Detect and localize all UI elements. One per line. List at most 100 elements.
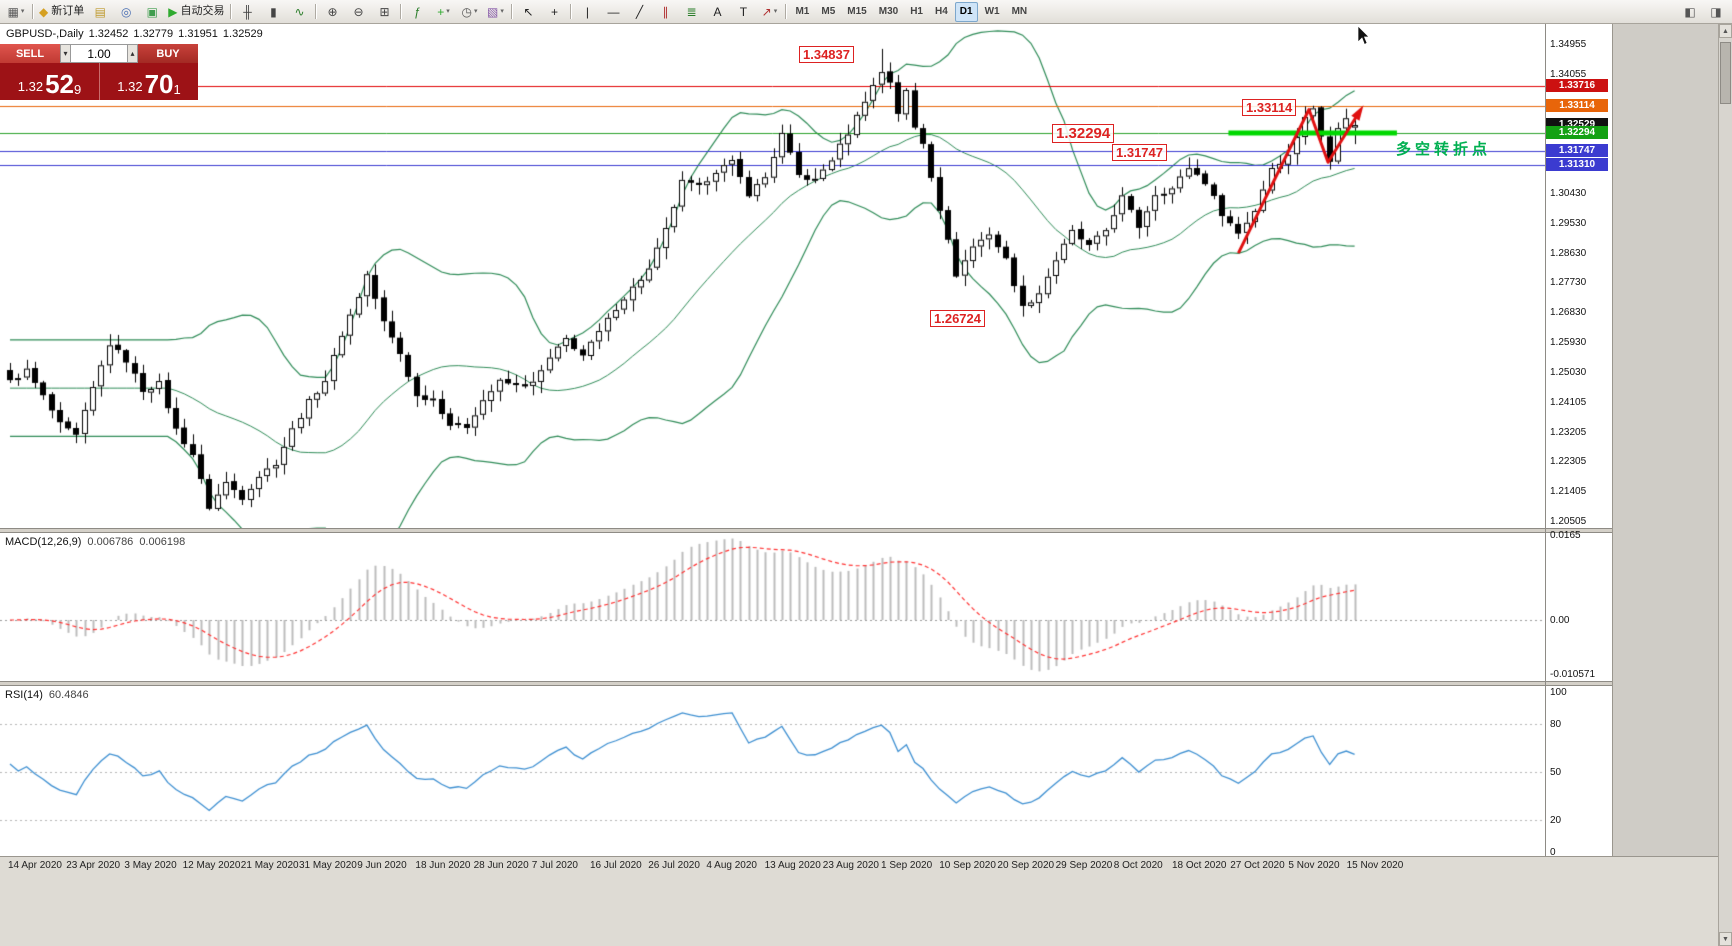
time-axis-label: 18 Oct 2020 (1172, 860, 1227, 871)
rsi-axis-label: 80 (1550, 719, 1562, 730)
templates-button[interactable]: ▧ ▾ (482, 1, 508, 23)
price-annotation[interactable]: 1.32294 (1052, 124, 1115, 143)
scrollbar-thumb[interactable] (1720, 42, 1731, 104)
time-axis-label: 18 Jun 2020 (415, 860, 471, 871)
price-axis-label: 1.34955 (1550, 39, 1587, 50)
indicators-list-button[interactable]: ƒ (404, 1, 430, 23)
time-axis-label: 26 Jul 2020 (648, 860, 700, 871)
timeframe-m5-button[interactable]: M5 (821, 6, 836, 17)
autotrading-button[interactable]: ▶ 自动交易 (165, 1, 227, 23)
price-annotation[interactable]: 1.26724 (930, 310, 985, 327)
volume-increase-button[interactable]: ▴ (127, 44, 138, 63)
macd-main-value: 0.006786 (87, 536, 134, 548)
add-indicator-button[interactable]: + ▾ (430, 1, 456, 23)
timeframe-h1-button[interactable]: H1 (910, 6, 923, 17)
crosshair-button[interactable]: + (541, 1, 567, 23)
chevron-down-icon: ▾ (773, 8, 778, 15)
bull-bear-turning-point-note[interactable]: 多空转折点 (1396, 141, 1492, 158)
sell-price-point: 9 (74, 82, 82, 97)
crosshair-icon: + (550, 4, 558, 19)
timeframe-w1-button[interactable]: W1 (984, 6, 1000, 17)
time-axis-label: 8 Oct 2020 (1113, 860, 1163, 871)
macd-canvas[interactable] (0, 533, 1545, 681)
text-button[interactable]: A (704, 1, 730, 23)
price-chart-canvas[interactable] (0, 24, 1545, 528)
new-chart-button[interactable]: ▦ ▾ (3, 1, 29, 23)
candlestick-chart-icon: ▮ (270, 4, 277, 19)
zoom-in-button[interactable]: ⊕ (319, 1, 345, 23)
volume-decrease-button[interactable]: ▾ (60, 44, 71, 63)
price-annotation[interactable]: 1.34837 (799, 46, 854, 63)
price-tag: 1.33114 (1546, 98, 1608, 112)
price-tag: 1.33716 (1546, 78, 1608, 92)
time-axis-label: 28 Jun 2020 (473, 860, 529, 871)
timeframe-h4-button[interactable]: H4 (934, 6, 948, 17)
trendline-button[interactable]: ╱ (626, 1, 652, 23)
price-tag: 1.31310 (1546, 158, 1608, 172)
rsi-name: RSI(14) (5, 689, 43, 701)
price-axis-label: 1.26830 (1550, 307, 1587, 319)
timeframe-m15-button[interactable]: M15 (847, 6, 867, 17)
sell-price-display[interactable]: 1.32 52 9 (0, 63, 99, 100)
price-tag: 1.31747 (1546, 143, 1608, 157)
buy-button[interactable]: BUY (138, 44, 198, 63)
price-tag: 1.32294 (1546, 125, 1608, 139)
chart-shift-button[interactable]: ◧ (1677, 1, 1703, 23)
toolbar-right: ◧ ◨ (1677, 1, 1729, 23)
price-annotation[interactable]: 1.33114 (1242, 99, 1297, 116)
timeframe-m30-button[interactable]: M30 (878, 6, 899, 17)
fibonacci-icon: ≣ (686, 4, 697, 19)
price-axis-label: 1.27730 (1550, 277, 1587, 289)
new-order-button[interactable]: ◆ 新订单 (36, 1, 87, 23)
zoom-in-icon: ⊕ (327, 4, 338, 19)
buy-price-display[interactable]: 1.32 70 1 (99, 63, 198, 100)
market-watch-icon: ▤ (94, 4, 106, 19)
vertical-line-button[interactable]: | (574, 1, 600, 23)
chevron-down-icon: ▾ (473, 8, 478, 15)
timeframe-d1-button[interactable]: D1 (954, 1, 978, 22)
volume-input[interactable] (71, 44, 127, 63)
docking-button[interactable]: ◨ (1703, 1, 1729, 23)
open-value: 1.32452 (88, 28, 129, 40)
line-chart-button[interactable]: ∿ (286, 1, 312, 23)
price-annotation[interactable]: 1.31747 (1112, 144, 1167, 161)
rsi-axis-label: 0 (1550, 847, 1556, 858)
scroll-up-icon[interactable]: ▲ (1719, 24, 1732, 38)
vertical-scrollbar[interactable]: ▲ ▼ (1718, 24, 1732, 946)
market-watch-button[interactable]: ▤ (87, 1, 113, 23)
toolbar-separator (785, 4, 787, 19)
time-axis-label: 31 May 2020 (299, 860, 357, 871)
horizontal-line-button[interactable]: — (600, 1, 626, 23)
cursor-button[interactable]: ↖ (515, 1, 541, 23)
terminal-button[interactable]: ▣ (139, 1, 165, 23)
chart-shift-icon: ◧ (1684, 4, 1696, 19)
tile-windows-button[interactable]: ⊞ (371, 1, 397, 23)
text-label-button[interactable]: T (730, 1, 756, 23)
sell-button[interactable]: SELL (0, 44, 60, 63)
periods-button[interactable]: ◷ ▾ (456, 1, 482, 23)
timeframe-m1-button[interactable]: M1 (795, 6, 810, 17)
timeframe-mn-button[interactable]: MN (1011, 6, 1028, 17)
time-axis-label: 5 Nov 2020 (1288, 860, 1340, 871)
rsi-canvas[interactable] (0, 686, 1545, 856)
periods-icon: ◷ (461, 4, 472, 19)
panel-separator[interactable] (0, 681, 1612, 686)
scroll-down-icon[interactable]: ▼ (1719, 932, 1732, 946)
price-axis-label: 1.25030 (1550, 366, 1587, 378)
arrows-button[interactable]: ↗ ▾ (756, 1, 782, 23)
rsi-value: 60.4846 (48, 689, 89, 701)
zoom-out-button[interactable]: ⊖ (345, 1, 371, 23)
macd-signal-value: 0.006198 (139, 536, 186, 548)
toolbar: ▦ ▾ ◆ 新订单 ▤ ◎ ▣ ▶ 自动交易 ╫ ▮ ∿ ⊕ ⊖ ⊞ ƒ + ▾ ◷ ▾ ▧ ▾ ↖ + | — ╱ ∥ ≣ A T ↗ ▾ M… (0, 0, 1732, 24)
indicators-list-icon: ƒ (414, 4, 421, 19)
bar-chart-button[interactable]: ╫ (234, 1, 260, 23)
time-axis-label: 27 Oct 2020 (1230, 860, 1285, 871)
equidistant-channel-button[interactable]: ∥ (652, 1, 678, 23)
time-axis-label: 3 May 2020 (124, 860, 177, 871)
price-axis-label: 1.25930 (1550, 336, 1587, 348)
navigator-button[interactable]: ◎ (113, 1, 139, 23)
fibonacci-button[interactable]: ≣ (678, 1, 704, 23)
candlestick-chart-button[interactable]: ▮ (260, 1, 286, 23)
panel-separator[interactable] (0, 528, 1612, 533)
